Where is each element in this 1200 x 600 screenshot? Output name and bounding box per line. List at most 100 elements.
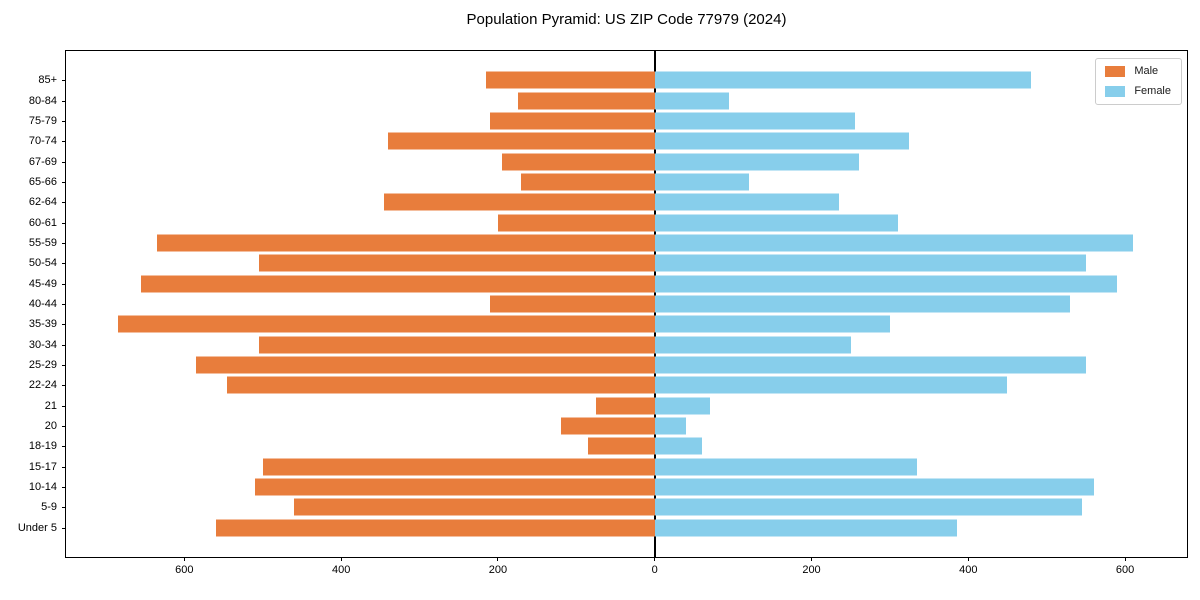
age-row: 18-19 <box>29 436 1187 456</box>
male-bar <box>258 336 655 354</box>
age-row: 45-49 <box>29 273 1187 293</box>
y-axis-tick <box>62 242 66 244</box>
bar-rows: 85+ 80-84 75-79 70-74 67-69 65-66 62-64 60-61 55… <box>18 51 1187 557</box>
y-axis-label: 45-49 <box>28 277 57 290</box>
legend-item-female: Female <box>1105 86 1171 97</box>
y-axis-label: 50-54 <box>28 257 57 270</box>
y-axis-tick <box>62 283 66 285</box>
x-axis-tick <box>654 557 656 561</box>
male-bar <box>227 376 655 394</box>
female-bar <box>654 417 687 435</box>
y-axis-label: 65-66 <box>28 175 57 188</box>
male-bar <box>262 458 655 476</box>
age-row: 40-44 <box>29 294 1187 314</box>
male-bar <box>384 193 655 211</box>
female-bar <box>654 356 1086 374</box>
female-bar <box>654 275 1118 293</box>
age-row: Under 5 <box>18 518 1187 538</box>
female-bar <box>654 92 730 110</box>
female-bar <box>654 498 1082 516</box>
female-bar <box>654 132 910 150</box>
male-bar <box>294 498 655 516</box>
male-bar <box>141 275 655 293</box>
y-axis-label: 70-74 <box>28 135 57 148</box>
male-bar <box>117 315 655 333</box>
age-row: 10-14 <box>29 477 1187 497</box>
female-bar <box>654 519 957 537</box>
female-swatch-icon <box>1105 86 1126 97</box>
female-bar <box>654 234 1133 252</box>
male-bar <box>388 132 655 150</box>
male-bar <box>490 112 655 130</box>
male-bar <box>196 356 655 374</box>
age-row: 55-59 <box>29 233 1187 253</box>
male-bar <box>156 234 655 252</box>
y-axis-label: 85+ <box>38 74 57 87</box>
y-axis-tick <box>62 80 66 82</box>
y-axis-tick <box>62 222 66 224</box>
age-row: 25-29 <box>29 355 1187 375</box>
y-axis-tick <box>62 527 66 529</box>
age-row: 35-39 <box>29 314 1187 334</box>
female-bar <box>654 295 1071 313</box>
female-bar <box>654 336 851 354</box>
y-axis-label: 62-64 <box>28 196 57 209</box>
y-axis-tick <box>62 344 66 346</box>
male-bar <box>560 417 655 435</box>
plot-area: 85+ 80-84 75-79 70-74 67-69 65-66 62-64 60-61 55… <box>18 50 1188 576</box>
age-row: 50-54 <box>29 253 1187 273</box>
y-axis-tick <box>62 181 66 183</box>
female-bar <box>654 397 710 415</box>
y-axis-tick <box>62 263 66 265</box>
y-axis-tick <box>62 466 66 468</box>
legend: Male Female <box>1095 58 1182 105</box>
male-bar <box>501 153 655 171</box>
male-bar <box>215 519 655 537</box>
female-bar <box>654 214 898 232</box>
age-row: 85+ <box>38 70 1187 90</box>
y-axis-label: 67-69 <box>28 155 57 168</box>
y-axis-label: 30-34 <box>28 338 57 351</box>
y-axis-label: 25-29 <box>28 358 57 371</box>
age-row: 20 <box>45 416 1187 436</box>
age-row: 60-61 <box>29 212 1187 232</box>
legend-label-female: Female <box>1134 85 1171 97</box>
chart-title: Population Pyramid: US ZIP Code 77979 (2… <box>466 11 787 28</box>
y-axis-label: 5-9 <box>41 501 57 514</box>
x-axis-tick-label: 600 <box>1115 564 1135 576</box>
female-bar <box>654 173 749 191</box>
legend-label-male: Male <box>1134 65 1159 77</box>
x-axis-tick <box>811 557 812 561</box>
age-row: 65-66 <box>29 172 1187 192</box>
y-axis-tick <box>62 202 66 204</box>
female-bar <box>654 315 890 333</box>
female-bar <box>654 71 1031 89</box>
y-axis-label: 55-59 <box>28 236 57 249</box>
y-axis-label: 20 <box>44 420 57 433</box>
x-axis-tick <box>1124 557 1126 561</box>
male-bar <box>486 71 655 89</box>
y-axis-tick <box>62 385 66 387</box>
y-axis-tick <box>62 303 66 305</box>
age-row: 30-34 <box>29 334 1187 354</box>
x-axis-tick-label: 600 <box>175 564 194 576</box>
legend-item-male: Male <box>1105 66 1171 77</box>
x-axis-tick-label: 200 <box>802 564 821 576</box>
y-axis-tick <box>62 446 66 448</box>
y-axis-tick <box>62 100 66 102</box>
male-bar <box>258 254 655 272</box>
y-axis-label: 60-61 <box>28 216 57 229</box>
y-axis-label: 40-44 <box>28 297 57 310</box>
male-bar <box>497 214 655 232</box>
y-axis-label: 18-19 <box>28 440 57 453</box>
y-axis-tick <box>62 324 66 326</box>
female-bar <box>654 458 918 476</box>
y-axis-tick <box>62 141 66 143</box>
female-bar <box>654 376 1008 394</box>
y-axis-label: 10-14 <box>28 481 57 494</box>
x-axis-tick-label: 400 <box>959 564 978 576</box>
male-bar <box>588 437 655 455</box>
x-axis-tick <box>967 557 969 561</box>
y-axis-tick <box>62 161 66 163</box>
